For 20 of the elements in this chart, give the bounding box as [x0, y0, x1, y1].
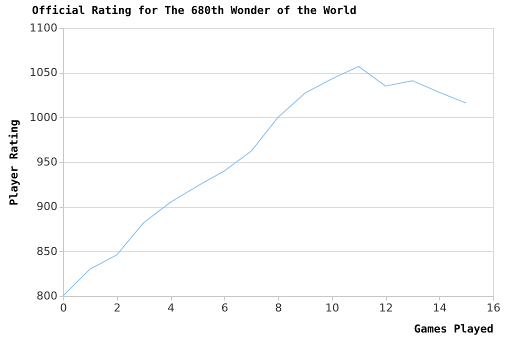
y-tick-label: 1050: [30, 66, 58, 80]
x-tick-label: 6: [221, 302, 228, 314]
x-tick-label: 16: [486, 302, 500, 314]
y-tick-label: 950: [36, 156, 58, 168]
x-tick-label: 12: [379, 302, 393, 314]
x-tick-label: 10: [325, 302, 340, 314]
x-tick-label: 2: [114, 302, 121, 314]
y-tick-label: 850: [36, 244, 58, 258]
y-tick-label: 1000: [30, 110, 58, 124]
x-tick-label: 8: [275, 302, 282, 314]
line-series: [62, 66, 467, 296]
x-tick-label: 0: [60, 302, 67, 314]
y-tick-label: 1100: [30, 22, 58, 34]
x-axis-title: Games Played: [414, 322, 494, 336]
y-tick-label: 900: [36, 200, 58, 214]
x-tick-label: 14: [432, 302, 447, 314]
x-tick-label: 4: [168, 302, 174, 314]
chart-title: Official Rating for The 680th Wonder of the World: [32, 4, 357, 17]
y-tick-label: 800: [36, 290, 58, 302]
y-axis-title: Player Rating: [8, 119, 21, 206]
